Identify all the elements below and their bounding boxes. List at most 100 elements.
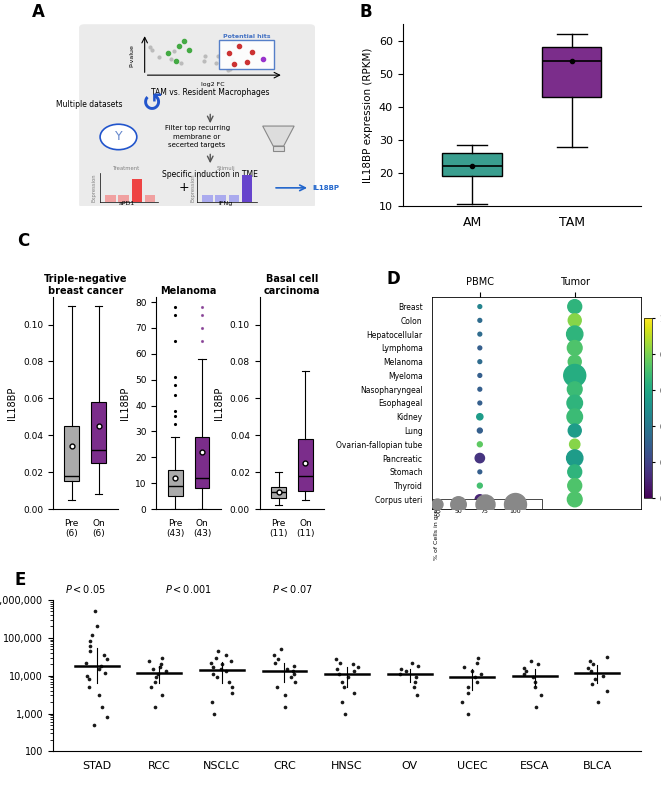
Point: [569, 356, 580, 368]
Point: [582, 662, 593, 675]
FancyBboxPatch shape: [79, 24, 315, 208]
Y-axis label: IL18BP expression (RPKM): IL18BP expression (RPKM): [364, 48, 373, 183]
Point: [215, 663, 226, 675]
Point: [598, 669, 608, 682]
Point: [569, 493, 580, 506]
Point: [395, 667, 405, 680]
Point: [521, 665, 531, 678]
Point: [592, 696, 603, 709]
Point: [569, 424, 580, 437]
Point: [569, 479, 580, 492]
Text: $\it{P < 0.05}$: $\it{P < 0.05}$: [65, 583, 106, 595]
Text: Expression: Expression: [91, 174, 96, 202]
Title: Melanoma: Melanoma: [161, 286, 217, 297]
Text: D: D: [387, 271, 400, 288]
Y-axis label: IL18BP: IL18BP: [214, 386, 224, 419]
Point: [84, 680, 95, 693]
Point: [89, 718, 99, 731]
Point: [475, 465, 485, 478]
Text: 0: 0: [435, 513, 439, 518]
Point: [84, 635, 95, 648]
Point: [220, 649, 231, 662]
Bar: [105, 195, 116, 202]
Title: Triple-negative
breast cancer: Triple-negative breast cancer: [44, 274, 127, 297]
Point: [226, 654, 237, 667]
Text: $\it{P < 0.07}$: $\it{P < 0.07}$: [272, 583, 313, 595]
Point: [584, 654, 595, 667]
Point: [153, 667, 163, 680]
Point: [269, 649, 280, 662]
Point: [94, 663, 104, 675]
Text: 100: 100: [509, 508, 521, 514]
Point: [519, 667, 529, 680]
Point: [510, 498, 520, 511]
Point: [588, 658, 598, 671]
Point: [475, 342, 485, 355]
Point: [275, 642, 286, 655]
Point: [154, 660, 165, 673]
Point: [338, 680, 349, 693]
Point: [147, 663, 158, 675]
Text: +: +: [178, 181, 189, 195]
Point: [458, 660, 469, 673]
Point: [475, 397, 485, 410]
Point: [475, 383, 485, 396]
Point: [209, 707, 219, 720]
Point: [102, 711, 112, 724]
Point: [569, 369, 580, 382]
Point: [475, 410, 485, 423]
Point: [330, 652, 341, 665]
Point: [519, 662, 529, 675]
Point: [207, 696, 217, 709]
Point: [475, 479, 485, 492]
Point: [533, 658, 543, 671]
Point: [149, 701, 160, 713]
Point: [87, 629, 98, 642]
Point: [475, 452, 485, 465]
Bar: [229, 195, 239, 202]
Point: [463, 680, 473, 693]
Text: Expression: Expression: [190, 174, 196, 202]
Point: [530, 675, 541, 688]
Point: [432, 498, 442, 511]
Text: Filter top recurring
membrane or
secerted targets: Filter top recurring membrane or secerte…: [165, 125, 229, 149]
Point: [157, 689, 167, 702]
FancyBboxPatch shape: [432, 499, 541, 509]
Point: [99, 649, 110, 662]
Point: [475, 356, 485, 368]
Point: [157, 651, 167, 664]
Point: [528, 671, 539, 684]
Polygon shape: [273, 146, 284, 152]
PathPatch shape: [64, 426, 79, 482]
PathPatch shape: [271, 487, 286, 498]
Point: [100, 667, 110, 680]
Title: Basal cell
carcinoma: Basal cell carcinoma: [264, 274, 320, 297]
Point: [409, 675, 420, 688]
Point: [90, 605, 100, 618]
Point: [590, 673, 601, 686]
Bar: [145, 195, 155, 202]
Point: [409, 680, 420, 693]
Point: [472, 675, 483, 688]
Point: [466, 665, 477, 678]
Text: A: A: [32, 2, 45, 21]
Point: [339, 707, 350, 720]
Point: [476, 667, 486, 680]
Point: [81, 656, 91, 669]
Point: [143, 654, 154, 667]
PathPatch shape: [542, 48, 602, 97]
Point: [569, 300, 580, 313]
Point: [602, 684, 612, 697]
Text: log2 FC: log2 FC: [201, 82, 225, 87]
Point: [411, 689, 422, 702]
Text: $\it{P < 0.001}$: $\it{P < 0.001}$: [165, 583, 212, 595]
Point: [94, 689, 104, 702]
Point: [569, 314, 580, 326]
Point: [332, 663, 342, 675]
Point: [149, 675, 160, 688]
Point: [84, 640, 95, 653]
Point: [161, 665, 171, 678]
Point: [412, 659, 423, 672]
Point: [535, 689, 546, 702]
Point: [475, 300, 485, 313]
